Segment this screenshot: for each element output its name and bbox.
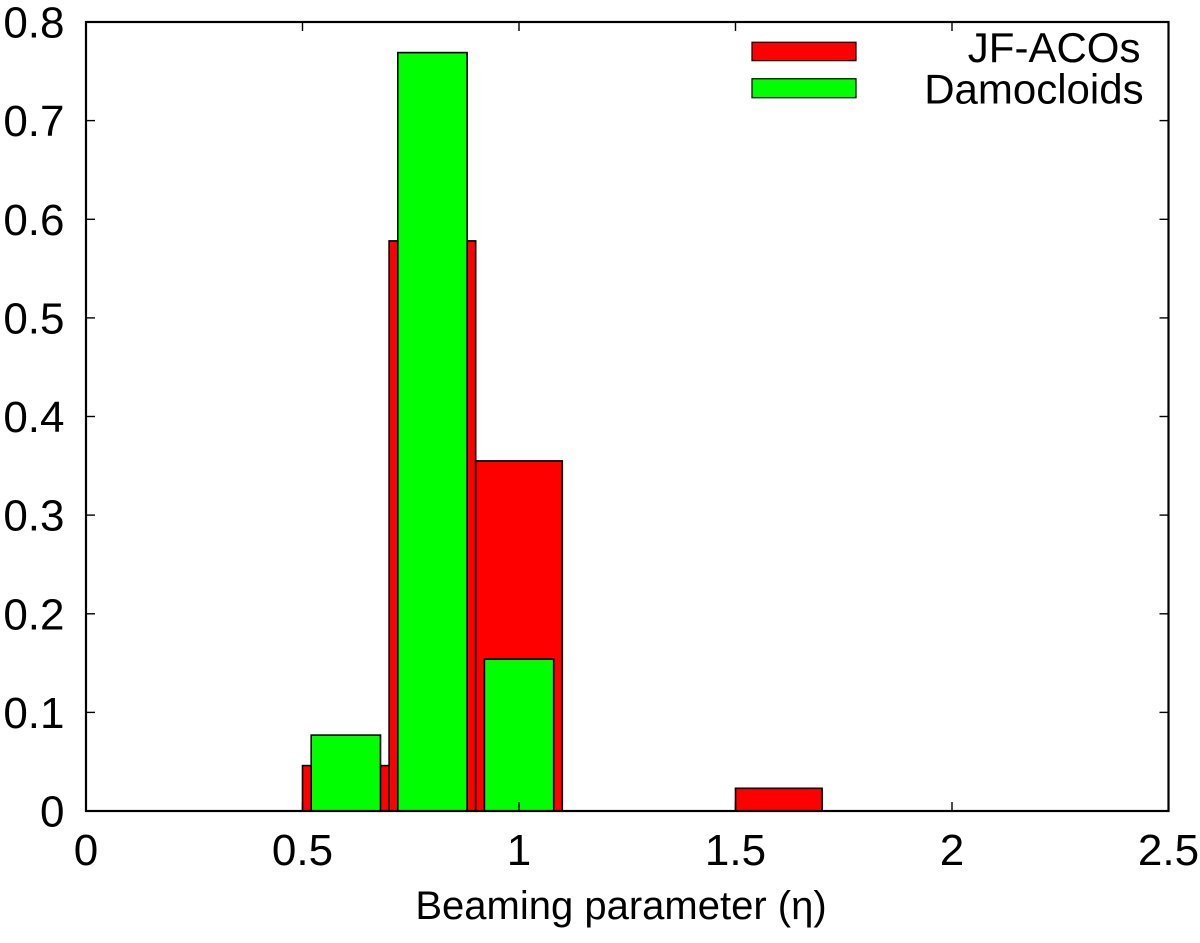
svg-text:Beaming parameter (η): Beaming parameter (η) [415, 884, 826, 928]
svg-text:1: 1 [507, 826, 531, 875]
svg-text:0: 0 [40, 788, 64, 837]
svg-text:0.4: 0.4 [3, 393, 64, 442]
svg-text:JF-ACOs: JF-ACOs [968, 24, 1141, 71]
svg-text:0.5: 0.5 [272, 826, 333, 875]
svg-text:0: 0 [74, 826, 98, 875]
svg-text:0.6: 0.6 [3, 196, 64, 245]
svg-text:1.5: 1.5 [705, 826, 766, 875]
svg-text:0.7: 0.7 [3, 97, 64, 146]
svg-text:2.5: 2.5 [1138, 826, 1199, 875]
svg-text:0.8: 0.8 [3, 0, 64, 48]
svg-text:0.3: 0.3 [3, 492, 64, 541]
svg-text:0.5: 0.5 [3, 295, 64, 344]
svg-text:2: 2 [940, 826, 964, 875]
svg-text:0.2: 0.2 [3, 590, 64, 639]
svg-text:Damocloids: Damocloids [924, 66, 1143, 113]
svg-text:0.1: 0.1 [3, 689, 64, 738]
